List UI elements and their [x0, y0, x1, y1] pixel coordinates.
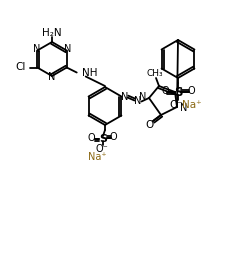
Text: NH: NH — [82, 69, 97, 78]
Text: O: O — [145, 120, 153, 130]
Text: S: S — [99, 134, 107, 144]
Text: O⁻: O⁻ — [96, 144, 108, 154]
Text: O: O — [109, 132, 117, 142]
Text: N: N — [64, 44, 72, 55]
Text: CH₃: CH₃ — [147, 69, 163, 77]
Text: N: N — [180, 103, 188, 113]
Text: O⁻: O⁻ — [169, 100, 183, 110]
Text: O: O — [87, 133, 95, 143]
Text: O: O — [161, 86, 169, 96]
Text: N: N — [48, 72, 56, 82]
Text: S: S — [174, 86, 182, 99]
Text: Na⁺: Na⁺ — [88, 152, 106, 162]
Text: O: O — [187, 86, 195, 96]
Text: Cl: Cl — [15, 62, 25, 72]
Text: H₂N: H₂N — [42, 28, 62, 38]
Text: Na⁺: Na⁺ — [182, 100, 202, 110]
Text: N: N — [121, 91, 128, 102]
Text: N: N — [138, 92, 146, 102]
Text: N: N — [134, 97, 141, 106]
Text: N: N — [32, 44, 40, 55]
